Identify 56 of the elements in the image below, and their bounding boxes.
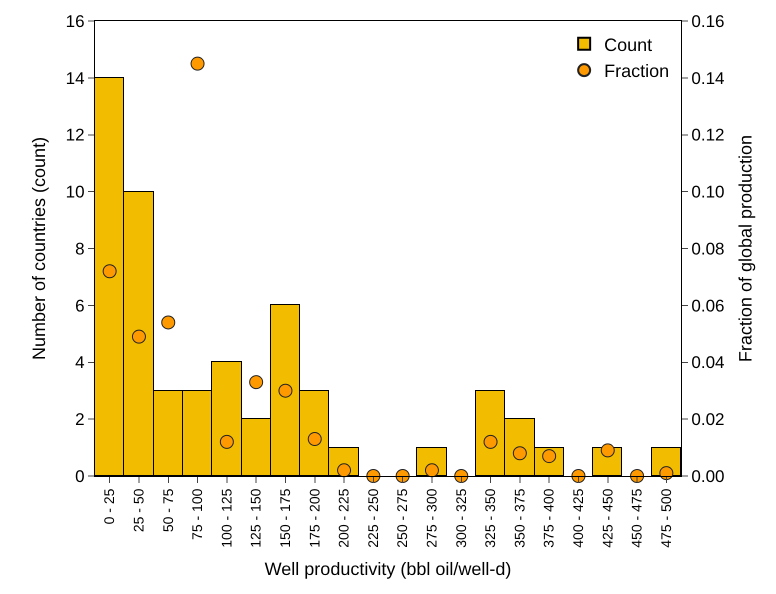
- x-tick-label: 350 - 375: [511, 488, 528, 548]
- x-tick-label: 50 - 75: [160, 488, 176, 532]
- y2-tick-label: 0.06: [691, 296, 724, 316]
- y2-axis-title: Fraction of global production: [736, 134, 756, 362]
- point: [308, 432, 322, 446]
- y-tick-label: 8: [75, 239, 85, 258]
- y-tick-label: 14: [66, 68, 85, 88]
- y2-tick-label: 0.00: [691, 466, 724, 486]
- point: [102, 264, 117, 278]
- point: [484, 434, 498, 449]
- x-tick-label: 425 - 450: [599, 488, 616, 548]
- x-tick-label: 325 - 350: [482, 488, 498, 548]
- y-tick-label: 0: [75, 466, 85, 486]
- y2-tick-label: 0.16: [691, 12, 724, 31]
- y-tick-label: 6: [75, 296, 85, 316]
- x-tick-label: 400 - 425: [570, 488, 586, 548]
- y2-tick-label: 0.08: [691, 239, 724, 258]
- legend-label: Count: [604, 34, 652, 55]
- y-tick-label: 10: [66, 182, 85, 202]
- x-tick-label: 25 - 50: [130, 488, 146, 532]
- x-tick-label: 475 - 500: [658, 488, 674, 548]
- x-tick-label: 300 - 325: [452, 488, 469, 548]
- point: [190, 56, 205, 71]
- x-tick-label: 0 - 25: [101, 488, 118, 524]
- point: [659, 466, 674, 480]
- x-tick-label: 75 - 100: [189, 488, 206, 540]
- point: [132, 330, 146, 344]
- x-tick-label: 450 - 475: [628, 488, 645, 548]
- legend-label: Fraction: [604, 61, 670, 82]
- point: [600, 443, 615, 458]
- y-tick-label: 16: [66, 12, 85, 31]
- y2-tick-label: 0.14: [691, 68, 724, 88]
- x-tick-label: 275 - 300: [424, 488, 440, 548]
- x-tick-label: 100 - 125: [218, 488, 234, 548]
- y2-tick-label: 0.12: [691, 126, 724, 145]
- x-tick-label: 225 - 250: [364, 488, 381, 548]
- point: [337, 463, 352, 478]
- point: [249, 375, 264, 390]
- y-tick-label: 2: [75, 410, 85, 430]
- x-axis-title: Well productivity (bbl oil/well-d): [264, 558, 512, 579]
- point: [161, 315, 176, 330]
- x-tick-label: 125 - 150: [248, 488, 264, 548]
- point: [220, 434, 234, 449]
- x-tick-label: 250 - 275: [394, 488, 410, 548]
- point: [278, 384, 292, 398]
- y2-tick-label: 0.04: [691, 353, 724, 372]
- y-tick-label: 4: [75, 353, 85, 372]
- y-axis-title: Number of countries (count): [28, 136, 49, 360]
- y2-tick-label: 0.10: [691, 182, 724, 202]
- y2-tick-label: 0.02: [691, 410, 724, 430]
- x-tick-label: 175 - 200: [306, 488, 322, 548]
- y-tick-label: 12: [66, 126, 85, 145]
- x-tick-label: 200 - 225: [336, 488, 352, 548]
- x-tick-label: 375 - 400: [540, 488, 557, 548]
- point: [424, 463, 439, 478]
- x-tick-label: 150 - 175: [277, 488, 293, 548]
